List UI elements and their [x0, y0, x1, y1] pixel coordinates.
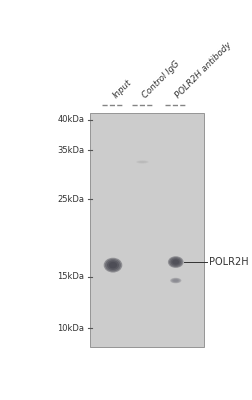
Ellipse shape [173, 279, 178, 282]
Text: 25kDa: 25kDa [57, 195, 84, 204]
FancyBboxPatch shape [90, 113, 203, 347]
Ellipse shape [172, 260, 179, 265]
Ellipse shape [139, 161, 145, 163]
Ellipse shape [170, 278, 180, 283]
Ellipse shape [136, 161, 147, 163]
Ellipse shape [170, 258, 180, 266]
Ellipse shape [168, 257, 182, 267]
Text: Input: Input [111, 78, 133, 100]
Ellipse shape [108, 262, 117, 268]
Text: 15kDa: 15kDa [57, 272, 84, 281]
Ellipse shape [169, 278, 181, 283]
Ellipse shape [103, 258, 122, 272]
Ellipse shape [136, 160, 148, 164]
Ellipse shape [107, 260, 119, 270]
Text: POLR2H: POLR2H [208, 257, 248, 267]
Text: 35kDa: 35kDa [57, 146, 84, 155]
Ellipse shape [138, 161, 146, 163]
Text: 40kDa: 40kDa [57, 115, 84, 124]
Ellipse shape [105, 259, 120, 272]
Text: POLR2H antibody: POLR2H antibody [173, 41, 233, 100]
Ellipse shape [171, 279, 179, 282]
Text: Control IgG: Control IgG [140, 60, 180, 100]
Text: 10kDa: 10kDa [57, 324, 84, 332]
Ellipse shape [167, 256, 183, 268]
